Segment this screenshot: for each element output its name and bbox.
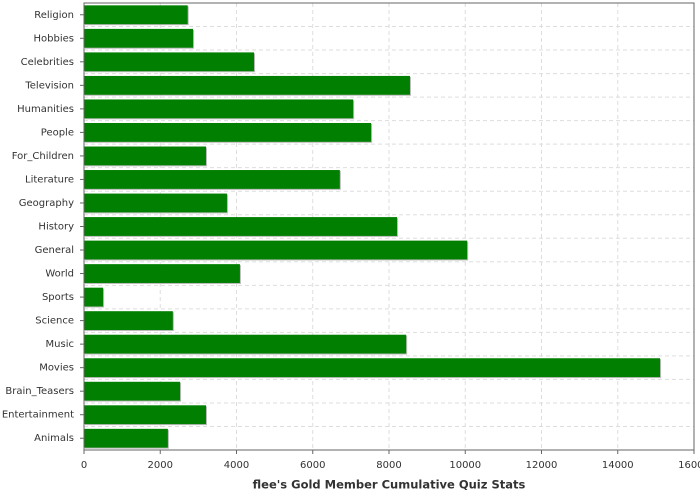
y-tick-label: Television: [24, 80, 74, 91]
x-tick-label: 16000: [678, 460, 700, 471]
bar: [84, 381, 181, 401]
y-tick-label: General: [35, 245, 74, 256]
y-tick-label: Brain_Teasers: [5, 386, 74, 397]
bar: [84, 146, 206, 166]
y-tick-label: Celebrities: [21, 57, 74, 68]
y-tick-label: Literature: [25, 174, 74, 185]
x-axis-title: flee's Gold Member Cumulative Quiz Stats: [253, 478, 526, 492]
bar: [84, 240, 468, 260]
y-tick-label: History: [38, 222, 74, 233]
bar: [84, 264, 240, 283]
y-tick-label: Hobbies: [34, 33, 74, 44]
bar: [84, 334, 407, 354]
bar: [84, 75, 410, 95]
bar: [84, 193, 227, 213]
y-tick-label: World: [45, 269, 74, 280]
bar: [84, 311, 173, 331]
bar: [84, 28, 194, 48]
y-tick-label: For_Children: [12, 151, 74, 162]
x-tick-label: 4000: [224, 460, 249, 471]
x-tick-label: 2000: [148, 460, 173, 471]
plot-frame: [83, 2, 695, 451]
x-tick-label: 6000: [300, 460, 325, 471]
bar: [84, 52, 255, 72]
y-tick-label: Humanities: [17, 104, 74, 115]
bar: [84, 428, 168, 448]
bar: [84, 122, 372, 142]
y-tick-label: Music: [46, 339, 74, 350]
x-tick-label: 14000: [602, 460, 634, 471]
y-tick-label: Science: [35, 316, 74, 327]
y-tick-label: Movies: [39, 363, 74, 374]
bar: [84, 358, 661, 378]
bar: [84, 217, 398, 236]
bar: [84, 170, 340, 189]
bar: [84, 405, 206, 425]
bar: [84, 99, 354, 119]
y-tick-label: Sports: [42, 292, 74, 303]
x-tick-label: 0: [81, 460, 87, 471]
y-tick-label: Geography: [19, 198, 74, 209]
x-tick-label: 10000: [449, 460, 481, 471]
y-tick-label: Religion: [34, 10, 74, 21]
x-tick-label: 8000: [376, 460, 401, 471]
y-tick-label: Entertainment: [2, 410, 74, 421]
x-tick-label: 12000: [526, 460, 558, 471]
y-tick-label: People: [41, 127, 74, 138]
bar: [84, 287, 104, 307]
bar: [84, 5, 188, 25]
y-tick-label: Animals: [34, 433, 74, 444]
